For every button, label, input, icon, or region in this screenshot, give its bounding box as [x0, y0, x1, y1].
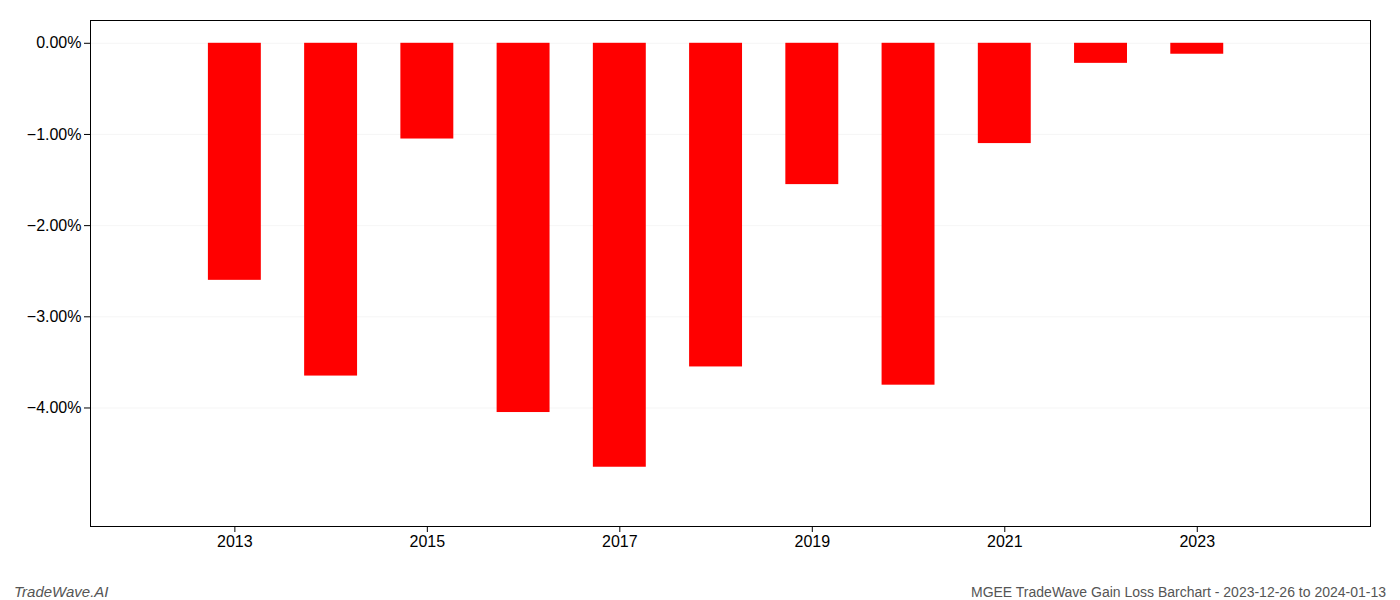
- html-text:TradeWave.AI: TradeWave.AI: [14, 583, 109, 600]
- svg-text:2017: 2017: [602, 533, 638, 550]
- svg-text:2019: 2019: [795, 533, 831, 550]
- svg-text:−3.00%: −3.00%: [27, 308, 82, 325]
- svg-text:0.00%: 0.00%: [36, 34, 81, 51]
- svg-text:−4.00%: −4.00%: [27, 399, 82, 416]
- svg-text:2021: 2021: [987, 533, 1023, 550]
- svg-text:2013: 2013: [217, 533, 253, 550]
- svg-text:−1.00%: −1.00%: [27, 126, 82, 143]
- svg-text:2015: 2015: [410, 533, 446, 550]
- svg-text:−2.00%: −2.00%: [27, 217, 82, 234]
- svg-text:2023: 2023: [1179, 533, 1215, 550]
- html-text:MGEE TradeWave Gain Loss Barch: MGEE TradeWave Gain Loss Barchart - 2023…: [971, 584, 1386, 600]
